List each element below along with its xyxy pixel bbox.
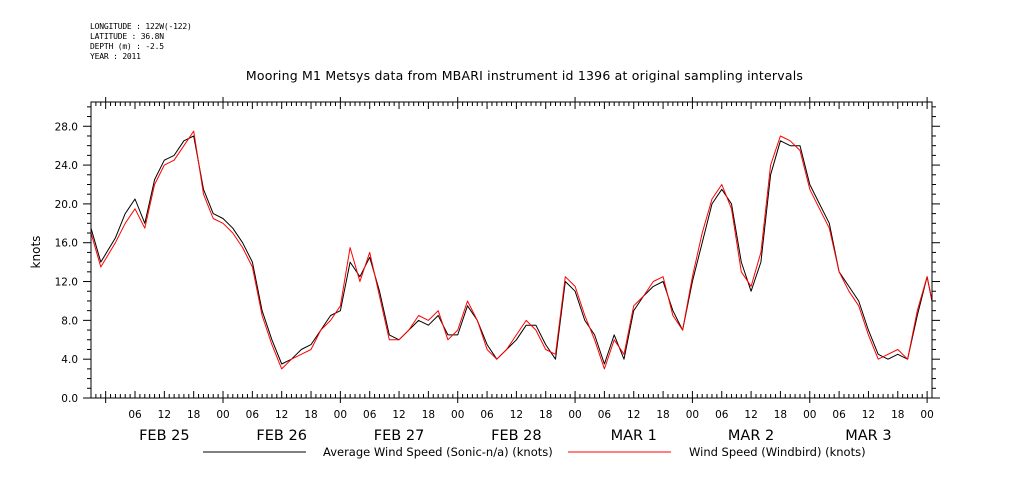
y-tick-label: 12.0 [55, 277, 78, 289]
legend: Average Wind Speed (Sonic-n/a) (knots) Wi… [203, 445, 866, 459]
x-tick-label: 00 [451, 409, 464, 421]
y-tick-label: 20.0 [55, 199, 78, 211]
x-tick-label: 12 [158, 409, 171, 421]
chart-title: Mooring M1 Metsys data from MBARI instru… [245, 68, 804, 83]
x-tick-label: 00 [216, 409, 229, 421]
x-tick-label: 12 [862, 409, 875, 421]
meta-longitude: LONGITUDE : 122W(-122) [90, 22, 192, 31]
y-tick-label: 4.0 [61, 354, 78, 366]
y-tick-label: 28.0 [55, 121, 78, 133]
x-tick-label: 06 [598, 409, 612, 421]
x-tick-label: 12 [275, 409, 288, 421]
x-tick-label: 18 [304, 409, 317, 421]
x-tick-label: 00 [334, 409, 347, 421]
y-tick-label: 24.0 [55, 160, 78, 172]
x-tick-label: 06 [480, 409, 494, 421]
x-day-label: FEB 26 [256, 428, 307, 444]
x-tick-label: 00 [920, 409, 933, 421]
x-tick-label: 06 [246, 409, 260, 421]
legend-label-windbird: Wind Speed (Windbird) (knots) [689, 445, 866, 459]
plot-area [90, 130, 933, 370]
x-tick-label: 12 [510, 409, 523, 421]
x-tick-label: 06 [715, 409, 729, 421]
x-day-label: MAR 1 [611, 428, 657, 444]
x-tick-label: 18 [187, 409, 200, 421]
meta-depth: DEPTH (m) : -2.5 [90, 42, 164, 51]
y-tick-label: 0.0 [61, 393, 78, 405]
x-tick-label: 18 [774, 409, 787, 421]
x-tick-label: 18 [539, 409, 552, 421]
x-tick-label: 06 [363, 409, 377, 421]
meta-year: YEAR : 2011 [90, 52, 141, 61]
series-line-windbird [90, 130, 933, 370]
x-day-label: FEB 28 [491, 428, 542, 444]
x-tick-label: 06 [832, 409, 846, 421]
x-tick-label: 12 [744, 409, 757, 421]
metadata-block: LONGITUDE : 122W(-122) LATITUDE : 36.8N … [90, 22, 192, 62]
x-tick-label: 06 [128, 409, 142, 421]
y-tick-label: 16.0 [55, 238, 78, 250]
x-tick-label: 00 [686, 409, 699, 421]
x-day-label: FEB 27 [374, 428, 425, 444]
x-tick-label: 12 [392, 409, 405, 421]
legend-label-sonic: Average Wind Speed (Sonic-n/a) (knots) [323, 445, 553, 459]
y-axis-label: knots [29, 236, 43, 269]
x-tick-label: 18 [656, 409, 669, 421]
series-line-sonic [90, 135, 933, 365]
x-tick-label: 12 [627, 409, 640, 421]
x-tick-label: 18 [422, 409, 435, 421]
plot-frame [90, 101, 933, 399]
x-day-label: MAR 3 [845, 428, 891, 444]
x-tick-label: 18 [891, 409, 904, 421]
x-day-label: MAR 2 [728, 428, 774, 444]
x-day-label: FEB 25 [139, 428, 190, 444]
axes: 06 12 18 00 06 12 18 00 06 12 18 00 06 12 18 00 06 12 18 00… [29, 97, 940, 444]
x-tick-label: 00 [568, 409, 581, 421]
meta-latitude: LATITUDE : 36.8N [90, 32, 164, 41]
x-tick-label: 00 [803, 409, 816, 421]
y-tick-label: 8.0 [61, 315, 78, 327]
